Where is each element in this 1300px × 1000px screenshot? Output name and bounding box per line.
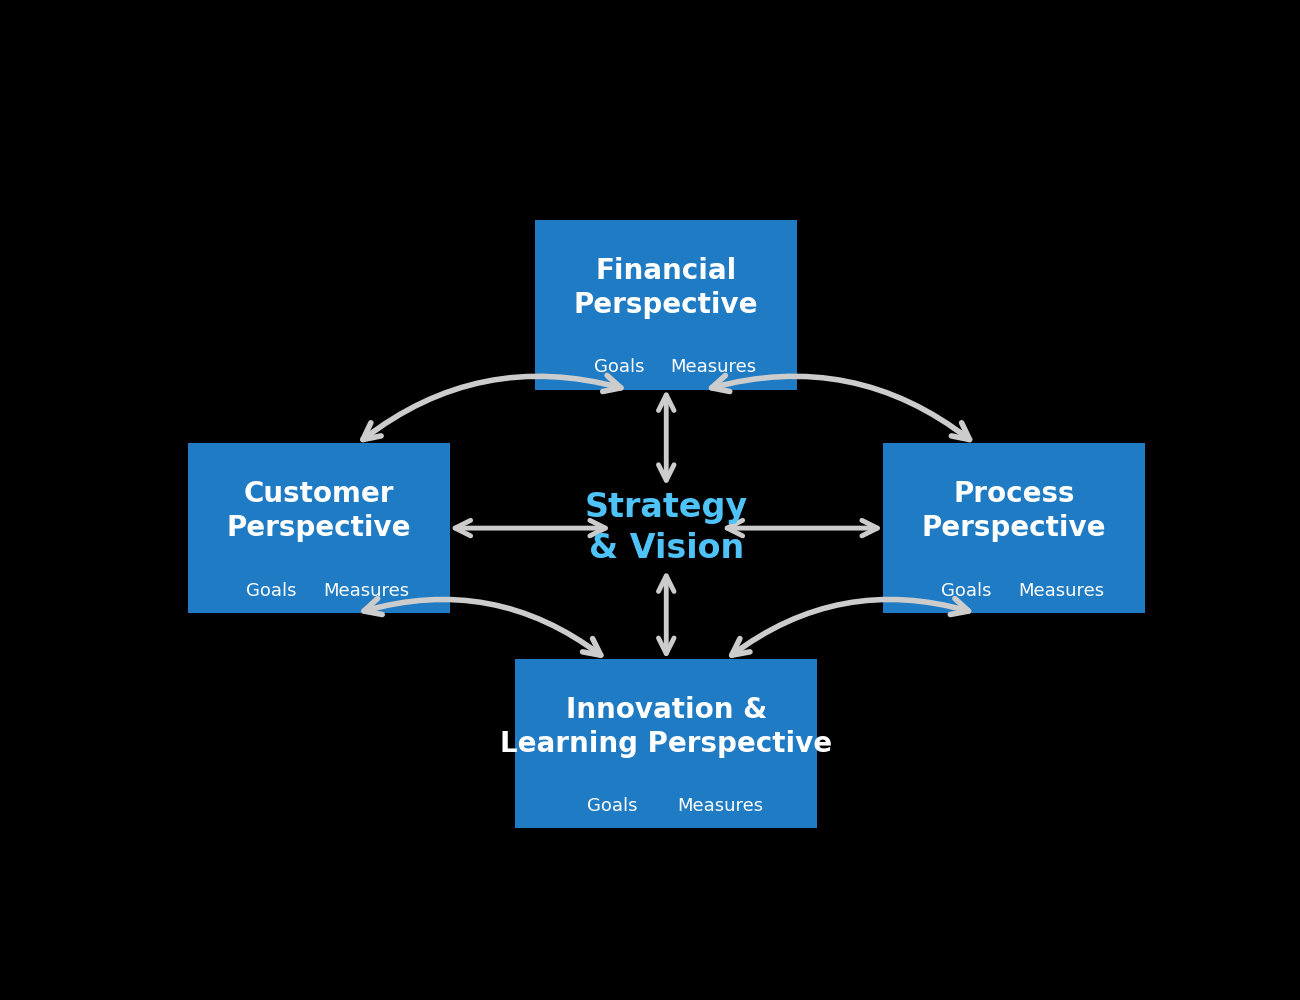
Text: Goals: Goals: [594, 358, 645, 376]
Text: Goals: Goals: [586, 797, 637, 815]
FancyBboxPatch shape: [515, 659, 818, 828]
FancyBboxPatch shape: [536, 220, 797, 389]
Text: Innovation &
Learning Perspective: Innovation & Learning Perspective: [500, 696, 832, 758]
FancyBboxPatch shape: [187, 443, 450, 613]
Text: Goals: Goals: [941, 582, 992, 600]
FancyBboxPatch shape: [883, 443, 1145, 613]
Text: Financial
Perspective: Financial Perspective: [575, 257, 758, 319]
Text: Measures: Measures: [1018, 582, 1104, 600]
Text: Process
Perspective: Process Perspective: [922, 480, 1106, 542]
Text: Measures: Measures: [677, 797, 763, 815]
Text: Goals: Goals: [246, 582, 296, 600]
Text: Measures: Measures: [322, 582, 410, 600]
Text: Customer
Perspective: Customer Perspective: [226, 480, 411, 542]
Text: Strategy
& Vision: Strategy & Vision: [585, 491, 747, 565]
Text: Measures: Measures: [671, 358, 757, 376]
